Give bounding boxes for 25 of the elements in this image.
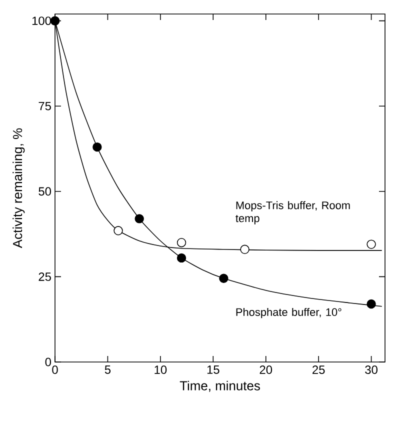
y-tick-label: 75	[38, 102, 51, 110]
point	[219, 274, 228, 284]
y-tick-label: 50	[38, 187, 52, 196]
point	[366, 299, 376, 309]
point	[114, 226, 123, 236]
x-tick-label: 10	[154, 366, 167, 374]
point	[366, 240, 376, 249]
x-tick-label: 0	[52, 366, 58, 374]
y-tick-label: 0	[45, 358, 52, 366]
point	[92, 142, 102, 152]
point	[240, 244, 250, 254]
text: Mops-Tris buffer, Room temp	[236, 201, 350, 224]
x-tick-label: 30	[365, 366, 378, 374]
text: Phosphate buffer, 10°	[236, 308, 342, 318]
y-tick-label: 25	[38, 272, 51, 281]
y-tick-label: 100	[32, 16, 52, 26]
point	[134, 214, 144, 224]
x-tick-label: 15	[207, 366, 220, 374]
x-tick-label: 20	[260, 366, 272, 374]
x-axis-title: Time, minutes	[180, 380, 260, 392]
x-tick-label: 25	[312, 366, 325, 374]
point	[176, 238, 186, 248]
x-tick-label: 5	[104, 366, 111, 374]
point	[176, 253, 186, 263]
y-axis-title: Activity remaining, %	[12, 128, 25, 248]
